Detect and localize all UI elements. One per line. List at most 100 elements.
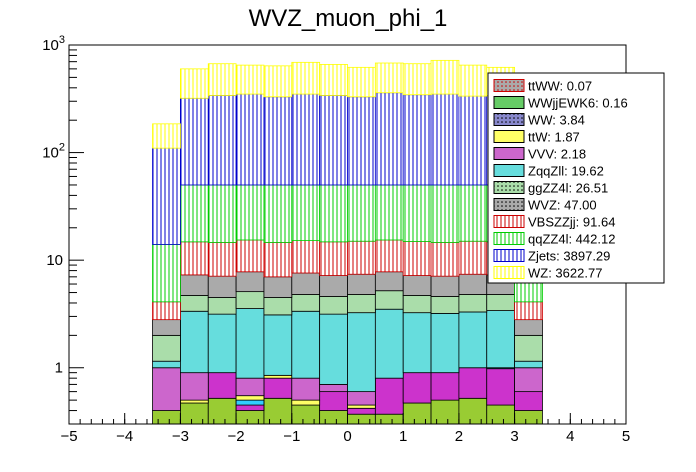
- bar-wvz-bin-4: [263, 276, 293, 298]
- bar-qqzz4l-bin-6: [319, 184, 348, 243]
- bar-wwjjewk6-bin-13: [514, 391, 543, 411]
- bar-ttww-bin-9: [402, 402, 432, 425]
- bar-zqqzll-bin-10: [430, 313, 460, 374]
- legend-label-wwjjewk6: WWjjEWK6: 0.16: [528, 96, 628, 111]
- stack-layer-vvv: [152, 367, 543, 411]
- legend-swatch-zqqzll: [493, 164, 525, 177]
- bar-ttww-bin-5: [291, 404, 321, 425]
- bar-qqzz4l-bin-5: [291, 184, 321, 242]
- bar-wz-bin-11: [458, 64, 488, 97]
- bar-zjets-bin-5: [291, 93, 321, 186]
- legend-swatch-ttw: [493, 130, 525, 143]
- bar-vvv-bin-0: [152, 367, 181, 411]
- legend-label-ggzz4l: ggZZ4l: 26.51: [528, 181, 608, 196]
- x-tick-label: −3: [172, 428, 189, 445]
- bar-ttww-bin-3: [235, 410, 265, 425]
- bar-ggzz4l-bin-11: [458, 294, 488, 313]
- bar-vbszzjj-bin-4: [263, 242, 293, 278]
- bar-wvz-bin-9: [402, 275, 432, 296]
- bar-zqqzll-bin-7: [347, 312, 376, 393]
- bar-zjets-bin-11: [458, 95, 488, 186]
- bar-qqzz4l-bin-1: [179, 184, 209, 243]
- x-tick-label: 2: [455, 428, 463, 445]
- bar-wvz-bin-1: [179, 274, 209, 296]
- bar-zqqzll-bin-3: [235, 308, 265, 379]
- bar-vvv-bin-13: [514, 367, 543, 393]
- bar-ggzz4l-bin-10: [430, 296, 460, 314]
- stack-layer-wz: [152, 59, 543, 149]
- y-tick-label: 102: [42, 142, 65, 162]
- bar-wz-bin-1: [179, 68, 209, 99]
- bar-ww-bin-3: [235, 399, 265, 406]
- bar-zqqzll-bin-4: [263, 314, 293, 376]
- bar-ggzz4l-bin-8: [374, 290, 404, 310]
- legend-swatch-ggzz4l: [493, 181, 525, 194]
- legend-swatch-zjets: [493, 249, 525, 262]
- bar-zqqzll-bin-6: [319, 313, 348, 385]
- bar-zqqzll-bin-13: [514, 360, 543, 369]
- bar-ggzz4l-bin-9: [402, 295, 432, 314]
- bar-wvz-bin-0: [152, 319, 181, 336]
- bar-ttw-bin-3: [235, 395, 265, 401]
- legend-swatch-vbszzjj: [493, 215, 525, 228]
- bar-zqqzll-bin-9: [402, 312, 432, 374]
- y-tick-label: 103: [42, 34, 65, 54]
- bar-ttww-bin-11: [458, 397, 488, 425]
- y-tick-base: 10: [42, 145, 59, 162]
- legend-label-zqqzll: ZqqZll: 19.62: [528, 164, 604, 179]
- legend-label-ww: WW: 3.84: [528, 113, 585, 128]
- bar-zqqzll-bin-11: [458, 311, 488, 369]
- bar-ttw-bin-7: [347, 404, 376, 409]
- bar-qqzz4l-bin-0: [152, 244, 181, 303]
- bar-wwjjewk6-bin-11: [458, 367, 488, 399]
- bar-ggzz4l-bin-1: [179, 295, 209, 312]
- bar-wz-bin-3: [235, 64, 265, 95]
- y-tick-label: 1: [55, 360, 63, 377]
- y-tick-base: 10: [42, 37, 59, 54]
- bar-vvv-bin-1: [179, 372, 209, 401]
- x-tick-label: 3: [510, 428, 518, 445]
- bar-vbszzjj-bin-10: [430, 242, 460, 277]
- x-tick-label: 4: [566, 428, 574, 445]
- bar-wwjjewk6-bin-4: [263, 377, 293, 399]
- legend-swatch-qqzz4l: [493, 232, 525, 245]
- legend-label-ttw: ttW: 1.87: [528, 130, 580, 145]
- bar-wwjjewk6-bin-10: [430, 372, 460, 401]
- bar-wvz-bin-6: [319, 275, 348, 297]
- bar-vvv-bin-5: [291, 377, 321, 401]
- bar-zqqzll-bin-2: [207, 313, 237, 374]
- bar-vbszzjj-bin-0: [152, 301, 181, 321]
- bar-ttww-bin-10: [430, 399, 460, 425]
- x-tick-label: 0: [343, 428, 351, 445]
- bar-vbszzjj-bin-2: [207, 242, 237, 277]
- bar-wvz-bin-2: [207, 275, 237, 298]
- legend-swatch-wz: [493, 266, 525, 279]
- legend-label-vvv: VVV: 2.18: [528, 147, 586, 162]
- bar-zjets-bin-3: [235, 93, 265, 186]
- bar-qqzz4l-bin-3: [235, 184, 265, 241]
- bar-vvv-bin-7: [347, 391, 376, 406]
- bar-qqzz4l-bin-7: [347, 184, 376, 242]
- bar-zjets-bin-1: [179, 97, 209, 186]
- bar-vbszzjj-bin-1: [179, 241, 209, 276]
- legend-swatch-ttww: [493, 79, 525, 92]
- bar-vbszzjj-bin-7: [347, 240, 376, 275]
- y-tick-exponent: 3: [59, 34, 65, 46]
- bar-wwjjewk6-bin-6: [319, 391, 348, 411]
- legend-label-wvz: WVZ: 47.00: [528, 198, 597, 213]
- bar-wz-bin-4: [263, 65, 293, 98]
- legend: ttWW: 0.07 WWjjEWK6: 0.16 WW: 3.84 ttW: 1.8…: [487, 72, 665, 284]
- bar-ttw-bin-1: [179, 399, 209, 404]
- bar-ttww-bin-6: [319, 410, 348, 425]
- bar-wvz-bin-7: [347, 273, 376, 295]
- bar-wvz-bin-10: [430, 275, 460, 297]
- stack-layer-ttww: [152, 397, 543, 425]
- legend-label-vbszzjj: VBSZZjj: 91.64: [528, 215, 615, 230]
- bar-wvz-bin-8: [374, 271, 404, 292]
- bar-wwjjewk6-bin-7: [347, 407, 376, 415]
- bar-wwjjewk6-bin-8: [374, 377, 404, 415]
- bar-zjets-bin-10: [430, 93, 460, 186]
- bar-ggzz4l-bin-4: [263, 297, 293, 316]
- bar-ttww-bin-8: [374, 413, 404, 425]
- bar-zjets-bin-2: [207, 95, 237, 186]
